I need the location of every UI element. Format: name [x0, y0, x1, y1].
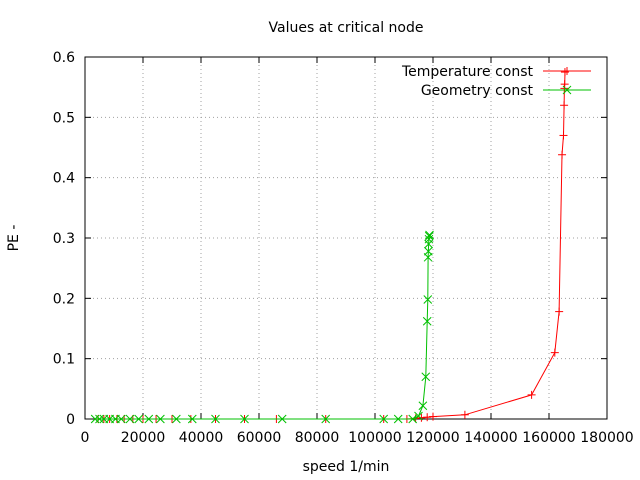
data-point — [144, 414, 154, 424]
data-point — [429, 412, 437, 421]
data-point — [560, 101, 569, 110]
x-tick-label: 100000 — [348, 430, 401, 446]
data-point — [408, 414, 418, 424]
data-point — [414, 411, 423, 421]
legend-label: Geometry const — [421, 83, 534, 99]
data-point — [393, 414, 403, 424]
x-tick-label: 120000 — [406, 430, 459, 446]
y-tick-label: 0.2 — [53, 291, 75, 307]
data-point — [422, 316, 432, 326]
data-point — [555, 307, 564, 316]
series-line — [95, 234, 430, 420]
data-point — [156, 414, 165, 424]
data-point — [527, 390, 536, 399]
x-tick-label: 80000 — [295, 430, 340, 446]
legend-swatch-marker — [563, 67, 571, 75]
data-point — [560, 68, 569, 77]
data-point — [116, 414, 126, 424]
data-point — [417, 413, 426, 422]
x-tick-label: 40000 — [179, 430, 224, 446]
series-geometry-const — [90, 230, 434, 424]
data-point — [424, 231, 434, 241]
data-point — [418, 401, 428, 411]
legend-item: Geometry const — [421, 83, 591, 99]
data-point — [425, 230, 434, 240]
x-tick-label: 140000 — [464, 430, 517, 446]
data-point — [379, 414, 389, 424]
x-tick-label: 160000 — [522, 430, 575, 446]
legend: Temperature const Geometry const — [401, 64, 591, 99]
x-tick-label: 60000 — [237, 430, 282, 446]
x-tick-label: 0 — [81, 430, 90, 446]
y-tick-label: 0 — [66, 412, 75, 428]
data-point — [95, 414, 104, 424]
data-point — [171, 414, 181, 424]
x-axis-label: speed 1/min — [303, 459, 390, 475]
data-point — [460, 410, 469, 419]
data-point — [211, 414, 220, 424]
data-point — [321, 414, 331, 424]
legend-label: Temperature const — [401, 64, 534, 80]
data-point — [187, 414, 197, 424]
series-temperature-const — [94, 68, 569, 423]
data-point — [559, 131, 568, 140]
chart-title: Values at critical node — [269, 20, 424, 36]
y-tick-label: 0.3 — [53, 231, 75, 247]
series-group — [90, 68, 569, 424]
data-point — [421, 372, 431, 382]
series-line — [98, 72, 566, 420]
data-point — [240, 414, 249, 424]
y-axis-label: PE - — [6, 225, 22, 252]
data-point — [560, 80, 569, 89]
data-point — [423, 413, 432, 422]
axis-ticks: 0 20000 40000 60000 80000 100000 120000 140000 1… — [53, 50, 634, 446]
y-tick-label: 0.6 — [53, 50, 75, 66]
data-point — [423, 295, 433, 304]
data-point — [558, 150, 567, 159]
data-point — [424, 246, 433, 256]
data-point — [125, 414, 135, 424]
legend-item: Temperature const — [401, 64, 591, 80]
x-tick-label: 20000 — [121, 430, 166, 446]
data-point — [90, 414, 100, 424]
x-tick-label: 180000 — [580, 430, 633, 446]
data-point — [550, 348, 559, 357]
y-tick-label: 0.5 — [53, 110, 75, 126]
data-point — [277, 414, 287, 424]
grid — [85, 57, 607, 419]
data-point — [134, 414, 144, 424]
legend-swatch-marker — [562, 85, 572, 95]
y-tick-label: 0.1 — [53, 352, 75, 368]
y-tick-label: 0.4 — [53, 171, 75, 187]
